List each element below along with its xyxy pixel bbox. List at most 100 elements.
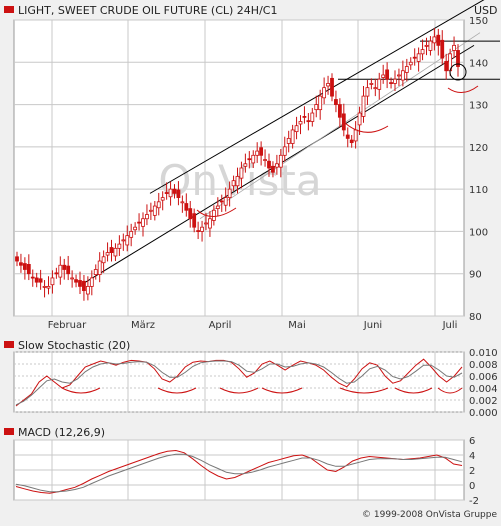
candle-down	[259, 147, 264, 156]
candle-down	[440, 39, 445, 59]
candle-down	[26, 264, 31, 275]
panel-y-tick-label: 0.008	[469, 360, 498, 371]
indicator-line	[15, 358, 463, 407]
candle-up	[381, 74, 386, 78]
stoch-arc-annotation	[437, 387, 463, 394]
candle-up	[58, 264, 63, 278]
candle-up	[46, 285, 51, 289]
candle-up	[125, 235, 130, 246]
candle-down	[219, 200, 224, 203]
candle-down	[188, 208, 193, 220]
price-y-tick-label: 150	[469, 16, 488, 27]
candle-up	[286, 137, 291, 144]
price-x-tick-label: Februar	[48, 320, 87, 331]
candle-up	[204, 222, 208, 225]
candle-up	[121, 239, 126, 242]
candle-up	[432, 36, 437, 44]
macd-title: MACD (12,26,9)	[18, 426, 105, 439]
candle-down	[38, 278, 43, 283]
candle-up	[85, 285, 90, 295]
candle-up	[211, 209, 216, 221]
stochastic-panel: Slow Stochastic (20) 0.0000.0020.0040.00…	[4, 339, 498, 419]
candle-up	[263, 159, 267, 161]
candle-up	[353, 129, 358, 142]
candle-down	[176, 189, 181, 198]
panel-y-tick-label: 0.000	[469, 408, 498, 419]
candle-up	[152, 205, 157, 216]
candle-down	[334, 99, 338, 105]
candle-up	[255, 150, 260, 156]
price-y-tick-label: 140	[469, 58, 488, 69]
candle-down	[385, 69, 390, 80]
price-x-ticks: Februar März April Mai Juni Juli	[48, 320, 458, 331]
candle-up	[101, 256, 106, 264]
candle-down	[444, 61, 449, 72]
candle-up	[428, 40, 433, 51]
candle-up	[168, 188, 173, 198]
candle-down	[456, 50, 460, 67]
candle-up	[424, 44, 429, 47]
candle-down	[306, 120, 311, 123]
macd-y-ticks: 6 4 2 0 -2	[469, 436, 479, 507]
candle-up	[117, 243, 122, 249]
candle-down	[247, 158, 252, 161]
candle-down	[302, 116, 307, 118]
macd-panel: MACD (12,26,9) 6 4 2 0 -2	[4, 426, 479, 507]
panel-y-tick-label: 6	[469, 436, 475, 447]
candle-up	[223, 197, 228, 206]
candle-down	[172, 188, 177, 194]
candle-up	[282, 146, 287, 156]
candle-down	[137, 221, 141, 224]
signal-line	[15, 453, 463, 493]
price-y-tick-label: 80	[469, 312, 482, 323]
candle-up	[322, 87, 327, 99]
candle-up	[180, 201, 185, 204]
candle-up	[357, 112, 362, 126]
arc-annotation	[447, 85, 479, 93]
candle-up	[452, 44, 456, 51]
candle-up	[227, 188, 232, 198]
candle-down	[22, 263, 27, 270]
candle-down	[66, 265, 71, 275]
signal-line	[15, 360, 463, 406]
price-x-tick-label: Juli	[442, 320, 458, 331]
stoch-arc-annotation	[61, 387, 101, 394]
candle-up	[148, 209, 153, 212]
copyright: © 1999-2008 OnVista Gruppe	[362, 510, 497, 520]
price-legend-marker	[4, 6, 14, 13]
panel-y-tick-label: -2	[469, 496, 479, 507]
candle-up	[361, 95, 366, 117]
panel-y-tick-label: 0.006	[469, 372, 498, 383]
candle-down	[389, 82, 393, 84]
candle-down	[330, 77, 334, 97]
candle-up	[156, 201, 161, 209]
candle-up	[208, 218, 212, 229]
candle-up	[145, 214, 149, 220]
candle-up	[89, 277, 94, 287]
candle-down	[345, 134, 350, 139]
stoch-lines	[15, 358, 463, 407]
arc-annotation	[344, 122, 389, 133]
candle-up	[243, 163, 248, 167]
candle-up	[310, 112, 315, 122]
price-title: LIGHT, SWEET CRUDE OIL FUTURE (CL) 24H/C…	[18, 4, 277, 17]
candle-down	[19, 262, 23, 266]
candle-down	[412, 56, 417, 59]
candle-down	[30, 276, 35, 279]
indicator-line	[15, 449, 463, 494]
candle-up	[416, 53, 421, 62]
price-y-ticks: 80 90 100 110 120 130 140 150	[469, 16, 488, 323]
candle-down	[349, 139, 354, 144]
candle-down	[196, 230, 201, 232]
candle-up	[377, 78, 382, 90]
candle-up	[42, 285, 47, 288]
candle-up	[314, 104, 319, 111]
candle-up	[200, 226, 204, 232]
candle-down	[184, 203, 189, 211]
price-y-tick-label: 90	[469, 270, 482, 281]
candle-up	[318, 95, 323, 111]
watermark: OnVista	[158, 156, 321, 205]
price-x-tick-label: März	[131, 320, 155, 331]
candle-down	[109, 247, 114, 253]
